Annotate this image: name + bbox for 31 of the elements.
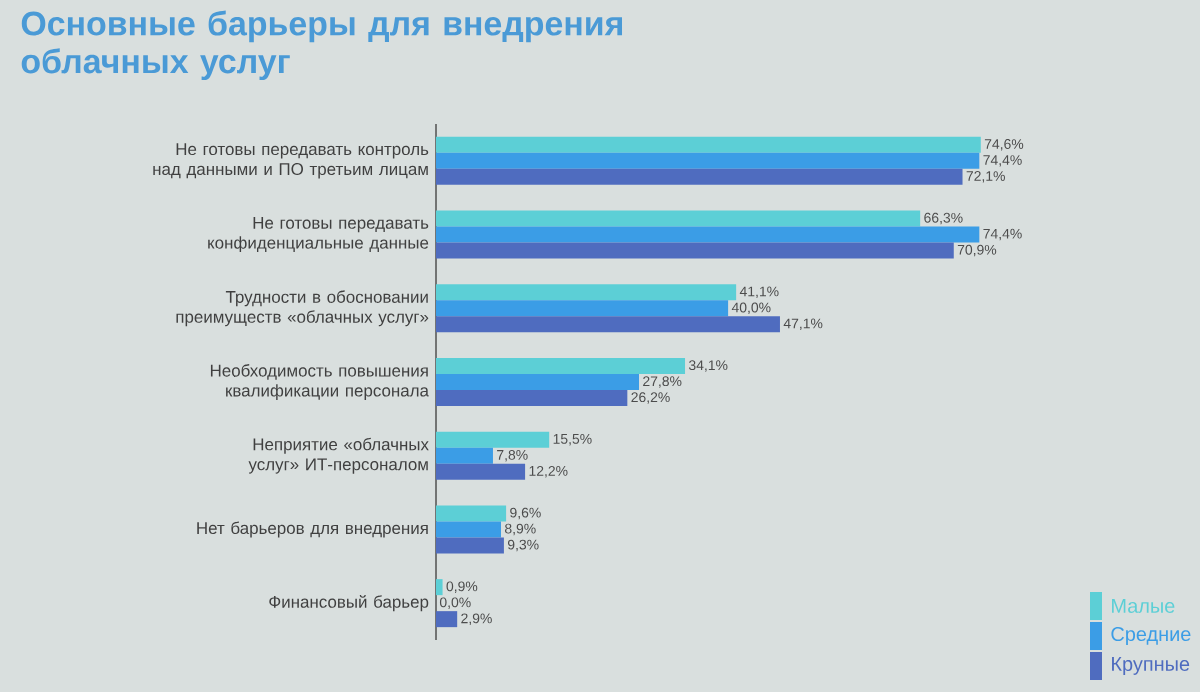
bar (436, 505, 507, 522)
y-tick-label: Необходимость повышения квалификации персонала (210, 364, 429, 400)
bar (436, 463, 526, 480)
bar (436, 316, 780, 333)
chart-title: Основные барьеры для внедрения облачных услуг (21, 10, 623, 81)
bar (436, 447, 493, 464)
legend-label: Крупные (1112, 657, 1190, 675)
legend-label: Малые (1112, 599, 1175, 613)
y-tick-label: Не готовы передавать конфиденциальные данные (208, 217, 429, 253)
y-tick-label: Неприятие «облачных услуг» ИТ-персоналом (248, 437, 429, 474)
bar (436, 226, 980, 243)
bar (436, 374, 640, 391)
bar (436, 611, 458, 628)
y-tick-label: Трудности в обосновании преимуществ «облачных услуг» (176, 290, 429, 327)
bar (436, 579, 443, 596)
bar (436, 521, 501, 538)
bar (436, 390, 628, 407)
y-tick-label: Не готовы передавать контроль над данными и ПО третьим лицам (153, 143, 429, 179)
bar (436, 431, 550, 448)
bar (436, 168, 963, 185)
bar (436, 300, 729, 317)
bar (436, 136, 981, 153)
y-tick-label: Финансовый барьер (269, 595, 429, 612)
bar (436, 537, 504, 554)
bar (436, 242, 954, 259)
bar (436, 152, 980, 169)
bar (436, 210, 921, 227)
y-tick-label: Нет барьеров для внедрения (197, 521, 428, 538)
legend-label: Средние (1111, 626, 1191, 646)
bar (436, 284, 737, 301)
bar (436, 358, 686, 375)
